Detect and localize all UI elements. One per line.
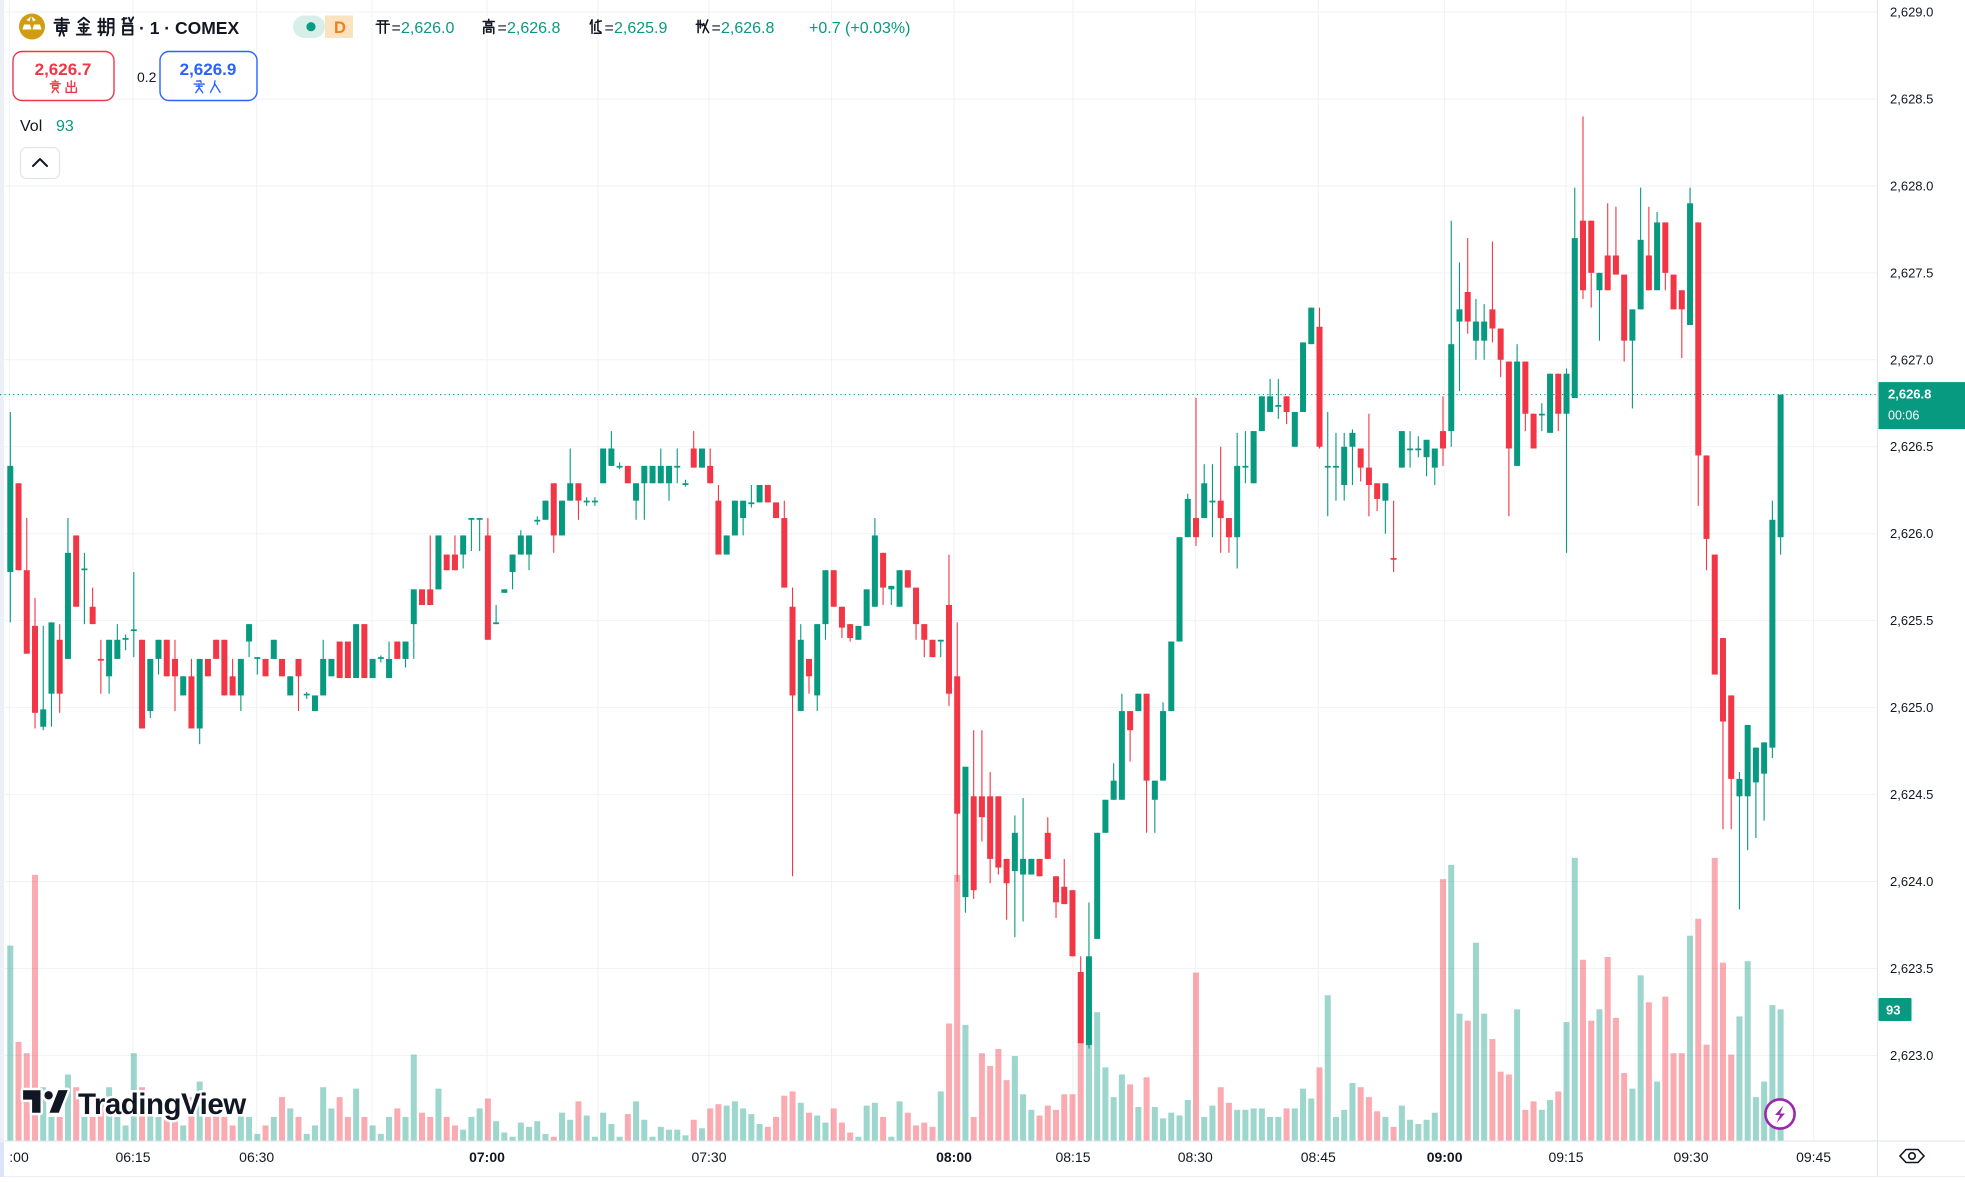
svg-text:08:15: 08:15: [1055, 1149, 1090, 1165]
svg-text:09:45: 09:45: [1796, 1149, 1831, 1165]
svg-text:2,627.0: 2,627.0: [1890, 352, 1933, 367]
svg-text:2,623.5: 2,623.5: [1890, 961, 1933, 976]
svg-text:+0.7 (+0.03%): +0.7 (+0.03%): [809, 20, 910, 37]
svg-text:09:00: 09:00: [1427, 1149, 1463, 1165]
svg-text:2,625.0: 2,625.0: [1890, 700, 1933, 715]
svg-text:08:30: 08:30: [1178, 1149, 1213, 1165]
svg-text:07:30: 07:30: [691, 1149, 726, 1165]
svg-text:2,629.0: 2,629.0: [1890, 5, 1933, 20]
svg-text:2,626.7: 2,626.7: [35, 60, 92, 79]
svg-text:93: 93: [56, 118, 74, 135]
svg-text:08:00: 08:00: [936, 1149, 972, 1165]
svg-text:06:15: 06:15: [115, 1149, 150, 1165]
svg-text:09:15: 09:15: [1548, 1149, 1583, 1165]
svg-text:2,626.0: 2,626.0: [1890, 526, 1933, 541]
svg-text:2,624.5: 2,624.5: [1890, 787, 1933, 802]
svg-text:2,628.5: 2,628.5: [1890, 92, 1933, 107]
svg-text:2,626.5: 2,626.5: [1890, 439, 1933, 454]
svg-text:07:00: 07:00: [469, 1149, 505, 1165]
svg-text:08:45: 08:45: [1301, 1149, 1336, 1165]
svg-text::00: :00: [9, 1149, 29, 1165]
svg-text:0.2: 0.2: [137, 69, 157, 85]
svg-text:93: 93: [1886, 1003, 1900, 1018]
svg-text:=: =: [712, 20, 721, 37]
svg-text:Vol: Vol: [20, 118, 42, 135]
svg-text:2,624.0: 2,624.0: [1890, 874, 1933, 889]
svg-text:2,625.5: 2,625.5: [1890, 613, 1933, 628]
svg-text:2,626.0: 2,626.0: [401, 20, 454, 37]
svg-text:=: =: [498, 20, 507, 37]
svg-text:00:06: 00:06: [1888, 409, 1919, 423]
svg-text:2,625.9: 2,625.9: [614, 20, 667, 37]
svg-text:2,623.0: 2,623.0: [1890, 1048, 1933, 1063]
svg-text:2,626.8: 2,626.8: [721, 20, 774, 37]
svg-text:09:30: 09:30: [1673, 1149, 1708, 1165]
svg-text:2,628.0: 2,628.0: [1890, 178, 1933, 193]
svg-text:=: =: [605, 20, 614, 37]
svg-text:2,626.9: 2,626.9: [180, 60, 237, 79]
svg-text:06:30: 06:30: [239, 1149, 274, 1165]
svg-text:· 1 · COMEX: · 1 · COMEX: [139, 18, 239, 38]
svg-text:2,626.8: 2,626.8: [507, 20, 560, 37]
svg-text:2,627.5: 2,627.5: [1890, 265, 1933, 280]
svg-text:2,626.8: 2,626.8: [1888, 387, 1931, 402]
svg-text:D: D: [334, 19, 346, 37]
svg-text:=: =: [392, 20, 401, 37]
svg-text:TradingView: TradingView: [78, 1088, 246, 1121]
